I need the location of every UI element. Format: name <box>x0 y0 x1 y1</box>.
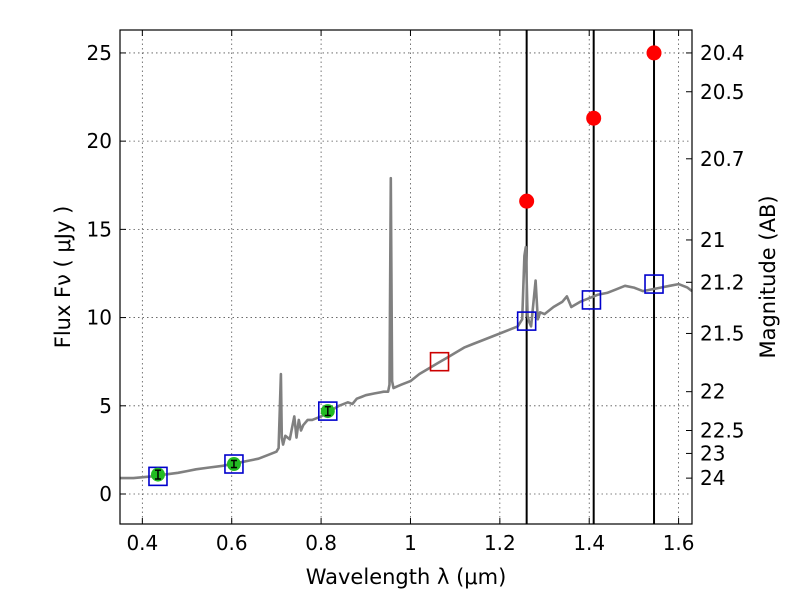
model-box <box>429 351 450 372</box>
model-boxes <box>148 274 664 487</box>
x-tick-label: 0.6 <box>216 531 248 555</box>
upper-point <box>586 110 602 126</box>
y-tick-label: 15 <box>87 217 112 241</box>
x-axis-label: Wavelength λ (μm) <box>306 565 507 589</box>
upper-point <box>519 193 535 209</box>
upper-point <box>646 45 662 61</box>
spectrum-series <box>120 176 693 480</box>
plot-frame <box>119 29 693 525</box>
y-tick-label: 20 <box>87 129 112 153</box>
right-tick-label: 20.4 <box>700 41 745 65</box>
observed-points <box>150 404 335 482</box>
axis-ticks: 0.4 0.6 0.8 1 1.2 1.4 1.6 0 5 10 15 20 25 20.4 20.5 20.… <box>87 30 745 555</box>
x-tick-label: 1.6 <box>663 531 695 555</box>
x-tick-label: 1.2 <box>484 531 516 555</box>
vertical-lines <box>525 30 656 524</box>
right-tick-label: 22.5 <box>700 418 745 442</box>
model-box <box>224 454 244 474</box>
x-tick-label: 0.8 <box>305 531 337 555</box>
x-tick-label: 1 <box>404 531 417 555</box>
right-tick-label: 21 <box>700 228 725 252</box>
model-box <box>644 274 664 294</box>
y-axis-label: Flux Fν ( μJy ) <box>51 206 75 349</box>
y-tick-label: 10 <box>87 306 112 330</box>
x-tick-label: 1.4 <box>573 531 605 555</box>
right-tick-label: 23 <box>700 441 725 465</box>
y-tick-label: 25 <box>87 41 112 65</box>
right-tick-label: 21.5 <box>700 321 745 345</box>
upper-points <box>519 45 662 209</box>
right-tick-label: 22 <box>700 380 725 404</box>
model-box <box>317 401 338 421</box>
spectrum-line <box>120 176 693 480</box>
x-tick-label: 0.4 <box>126 531 158 555</box>
model-box <box>581 290 602 310</box>
grid <box>120 30 692 524</box>
right-tick-label: 21.2 <box>700 270 745 294</box>
y-tick-label: 5 <box>99 394 112 418</box>
right-tick-label: 20.7 <box>700 147 745 171</box>
right-axis-label: Magnitude (AB) <box>756 195 780 358</box>
model-box <box>148 466 168 487</box>
right-tick-label: 24 <box>700 466 725 490</box>
y-tick-label: 0 <box>99 482 112 506</box>
right-tick-label: 20.5 <box>700 80 745 104</box>
model-box <box>516 311 537 331</box>
